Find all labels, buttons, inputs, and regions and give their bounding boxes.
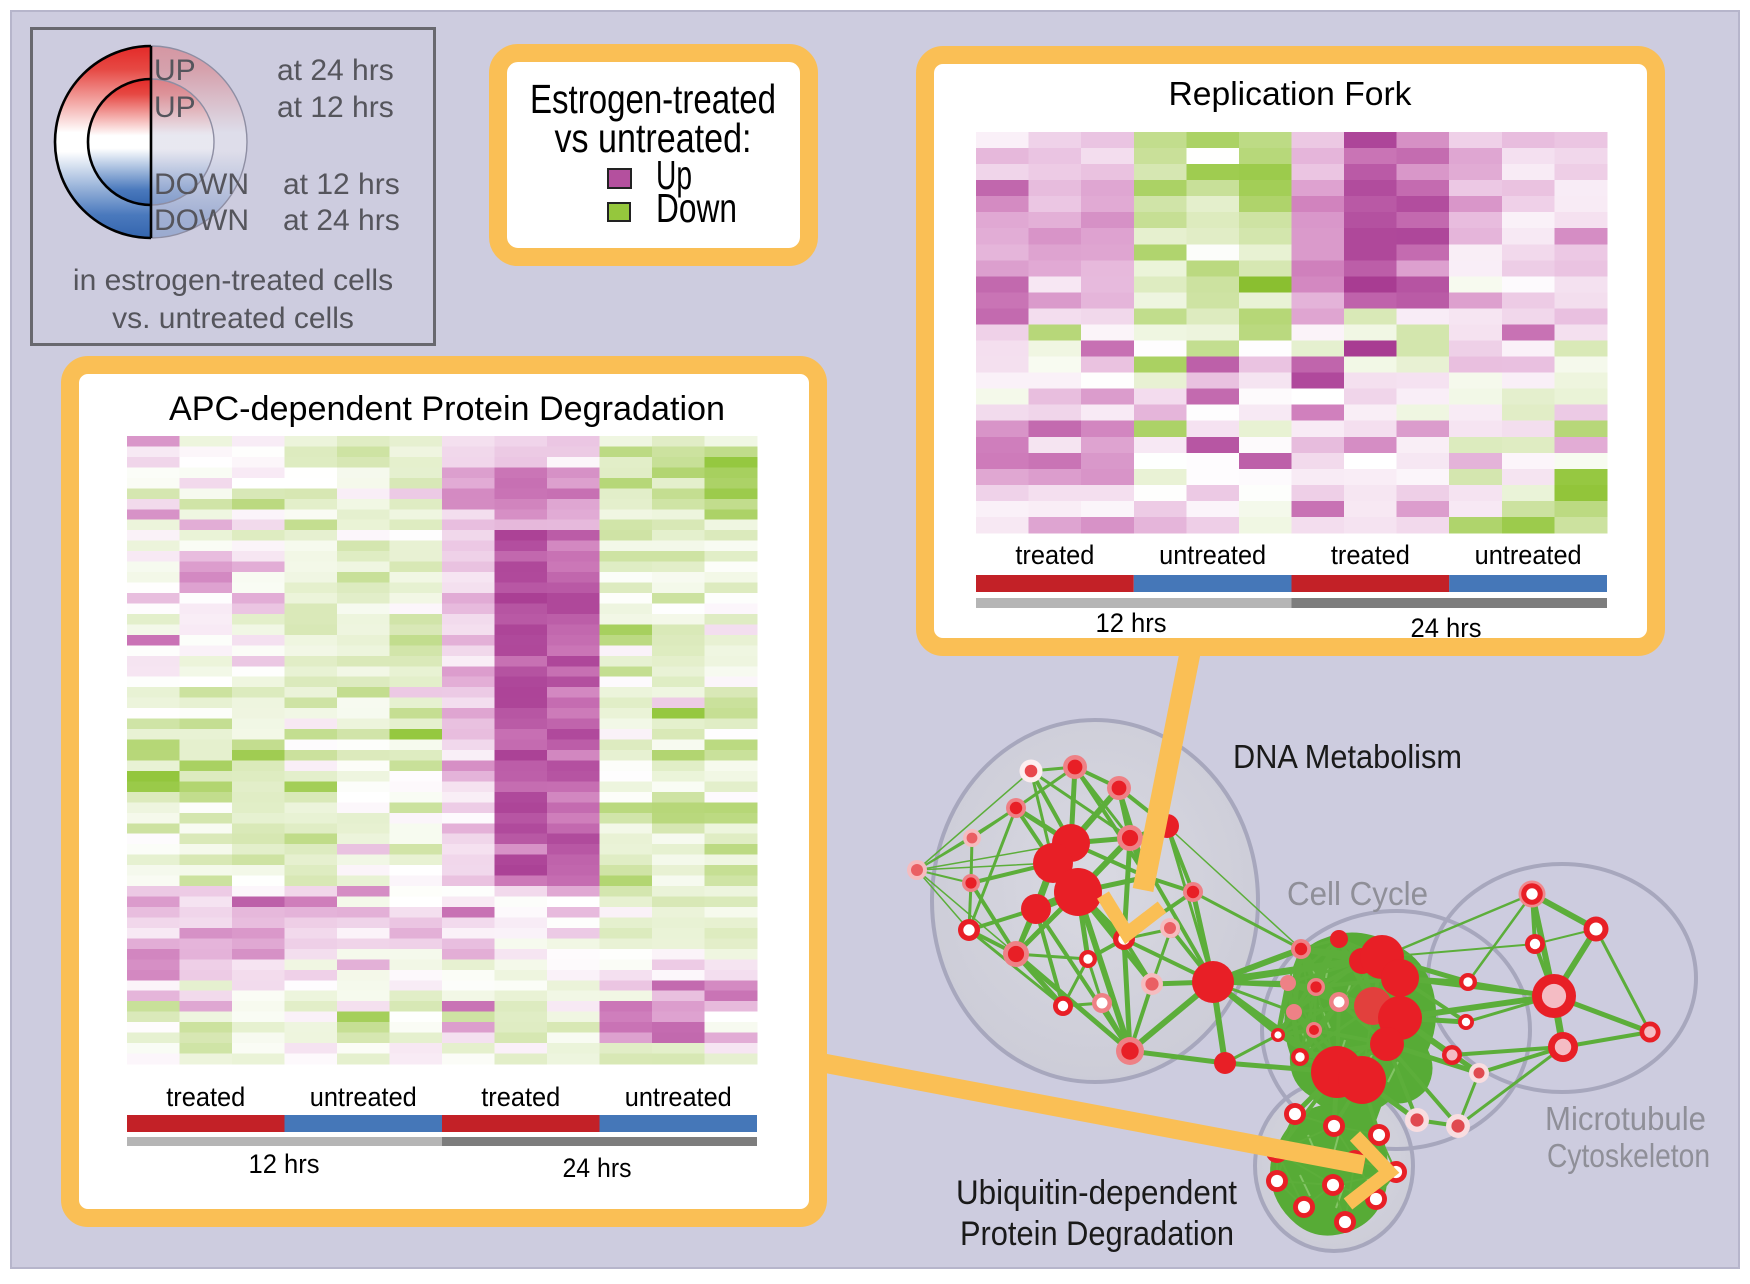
svg-text:vs. untreated cells: vs. untreated cells [112, 302, 354, 335]
svg-text:24 hrs: 24 hrs [1411, 613, 1482, 643]
svg-text:12 hrs: 12 hrs [1096, 608, 1167, 638]
svg-text:DOWN: DOWN [154, 168, 249, 201]
svg-text:untreated: untreated [1475, 540, 1582, 570]
svg-text:at 12 hrs: at 12 hrs [277, 91, 394, 124]
svg-text:Protein Degradation: Protein Degradation [960, 1215, 1234, 1253]
svg-text:UP: UP [154, 91, 196, 124]
svg-text:APC-dependent Protein Degradat: APC-dependent Protein Degradation [169, 390, 725, 428]
svg-text:treated: treated [1331, 540, 1410, 570]
svg-text:DNA Metabolism: DNA Metabolism [1233, 738, 1462, 775]
svg-text:untreated: untreated [310, 1082, 417, 1112]
svg-text:Estrogen-treated: Estrogen-treated [530, 76, 776, 122]
svg-text:Down: Down [656, 185, 737, 231]
svg-text:vs untreated:: vs untreated: [555, 115, 752, 161]
svg-text:untreated: untreated [625, 1082, 732, 1112]
svg-text:treated: treated [481, 1082, 560, 1112]
svg-text:Cell Cycle: Cell Cycle [1287, 875, 1428, 912]
svg-text:Up: Up [656, 152, 692, 198]
svg-text:Microtubule: Microtubule [1545, 1100, 1706, 1137]
svg-text:at 12 hrs: at 12 hrs [283, 168, 400, 201]
svg-text:DOWN: DOWN [154, 204, 249, 237]
svg-text:Ubiquitin-dependent: Ubiquitin-dependent [956, 1174, 1238, 1212]
svg-text:12 hrs: 12 hrs [249, 1149, 320, 1179]
svg-text:untreated: untreated [1159, 540, 1266, 570]
svg-text:at 24 hrs: at 24 hrs [283, 204, 400, 237]
svg-text:Replication Fork: Replication Fork [1169, 75, 1413, 112]
svg-text:24 hrs: 24 hrs [563, 1153, 632, 1183]
svg-text:treated: treated [166, 1082, 245, 1112]
svg-text:treated: treated [1015, 540, 1094, 570]
svg-text:UP: UP [154, 54, 196, 87]
svg-text:at 24 hrs: at 24 hrs [277, 54, 394, 87]
svg-text:in estrogen-treated cells: in estrogen-treated cells [73, 264, 393, 297]
svg-text:Cytoskeleton: Cytoskeleton [1547, 1137, 1710, 1174]
